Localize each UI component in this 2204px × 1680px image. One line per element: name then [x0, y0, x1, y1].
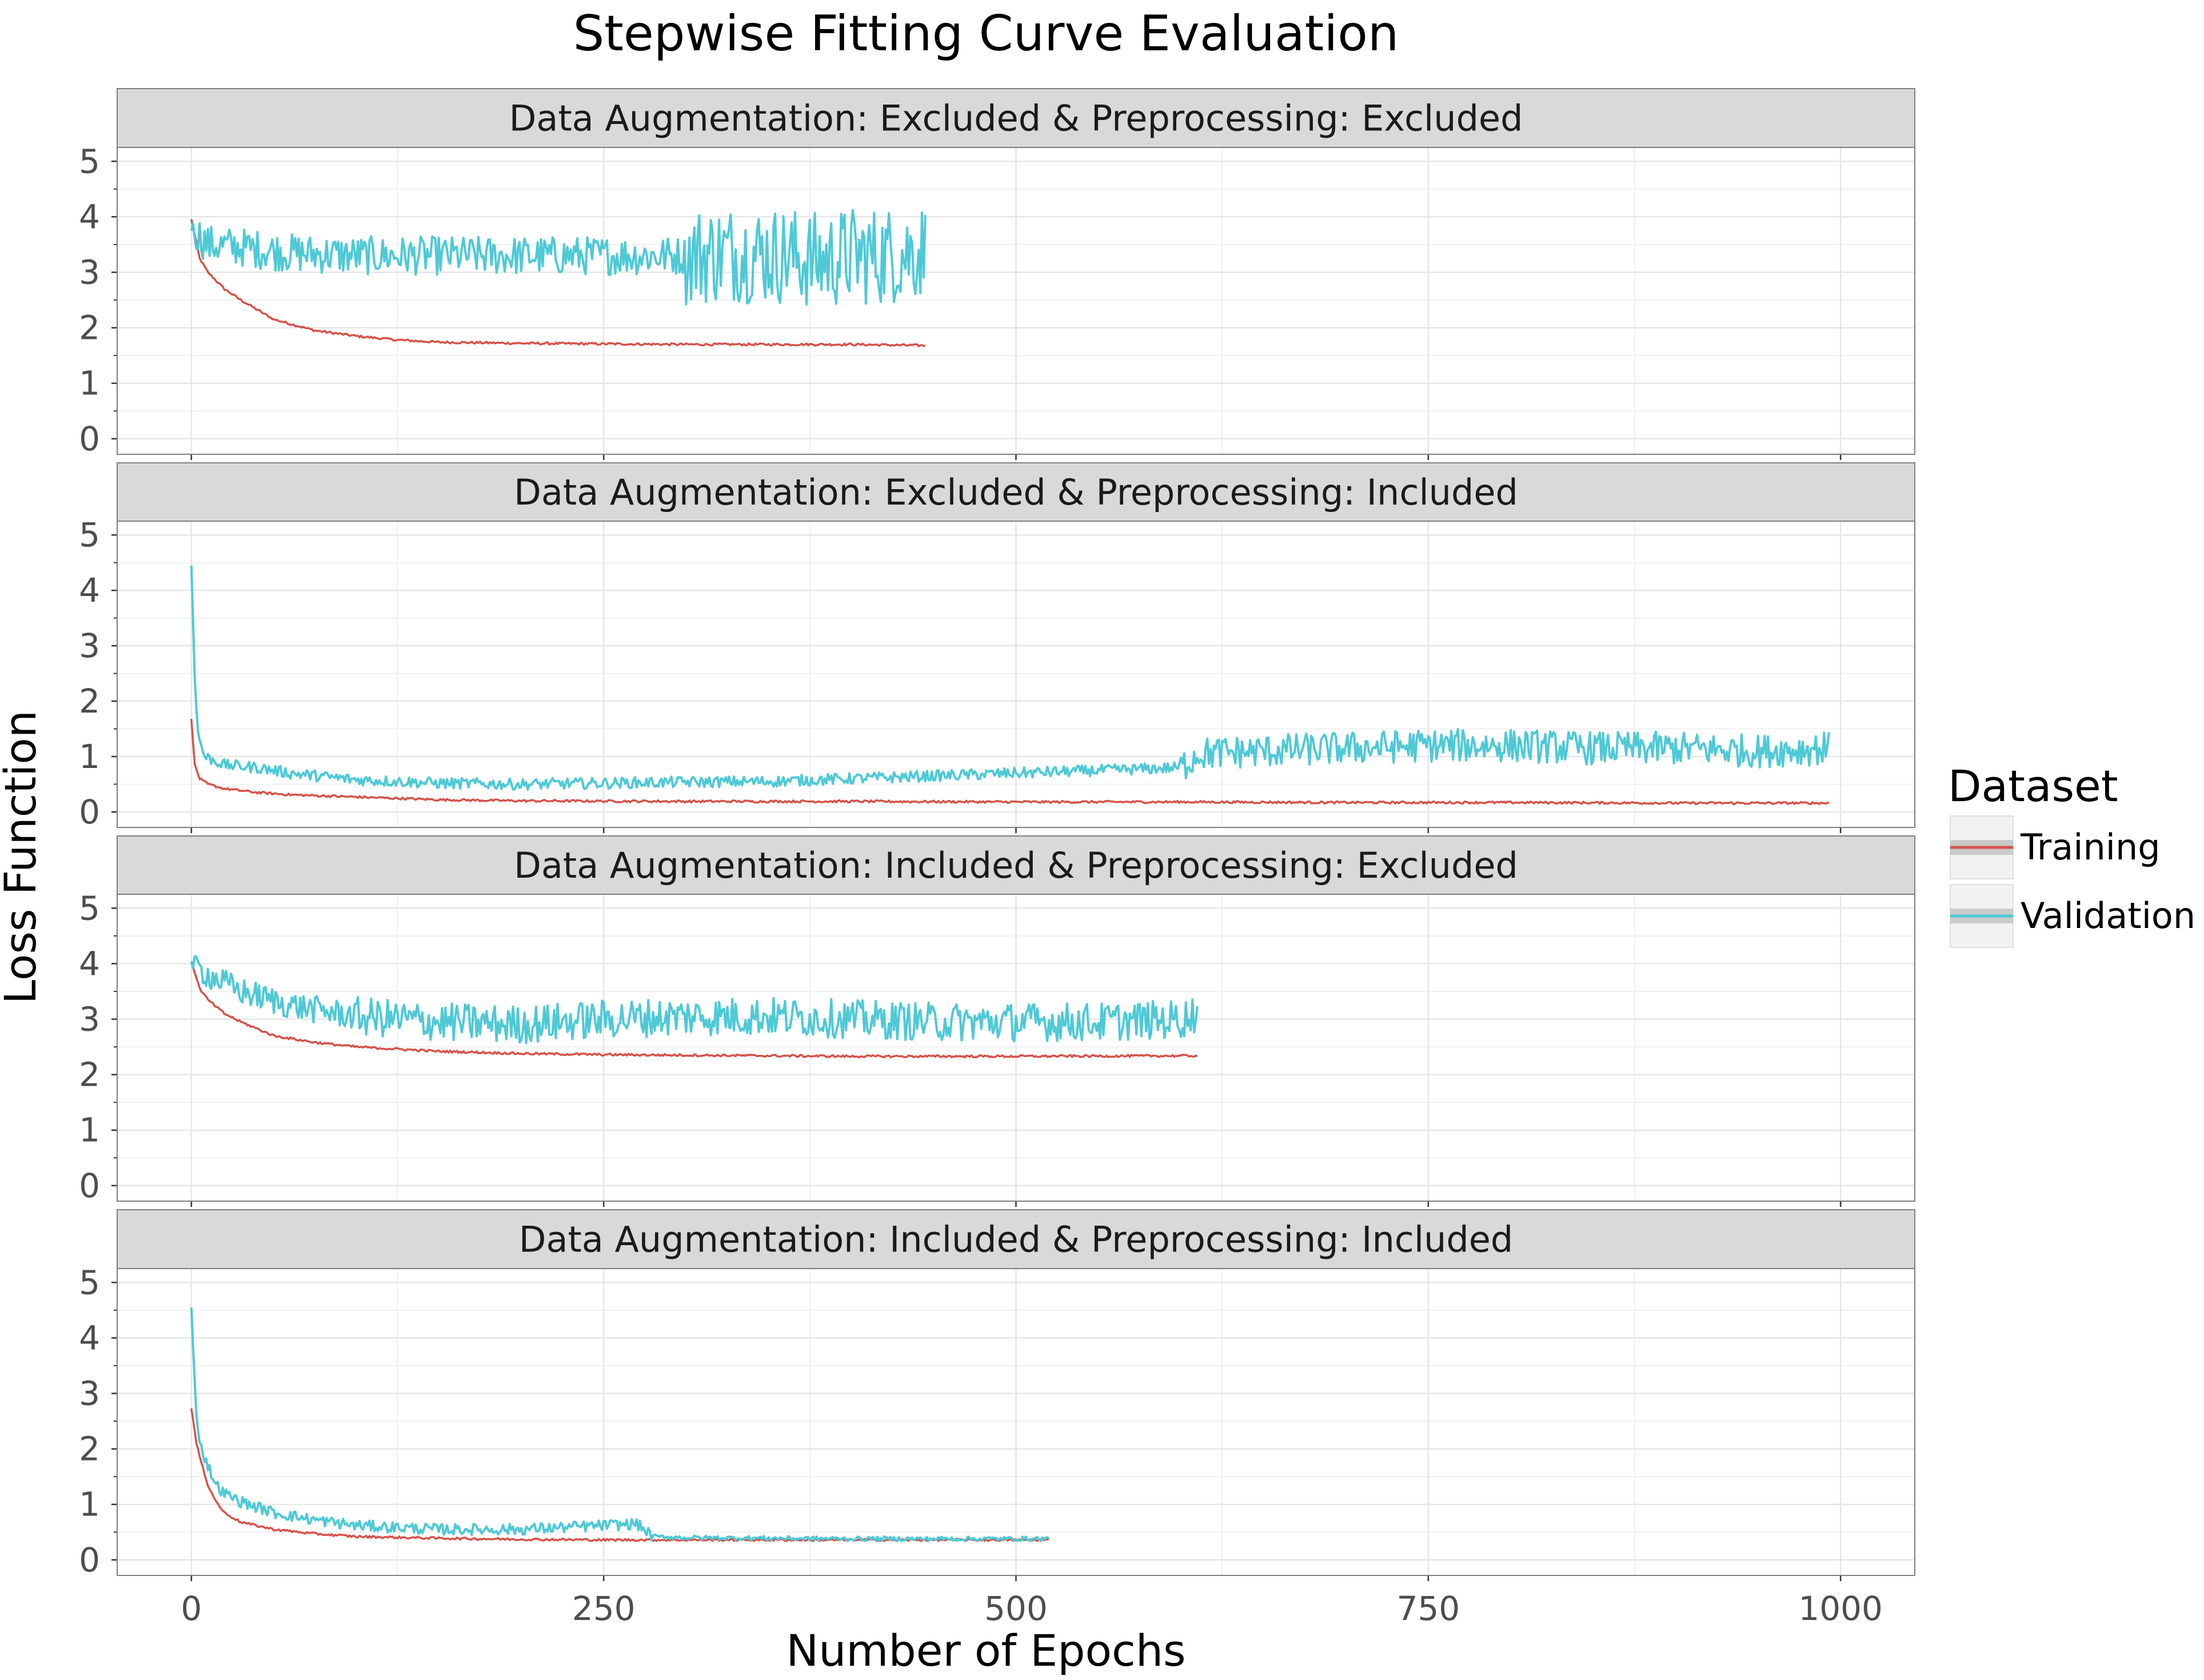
panel-border: [117, 521, 1915, 828]
panel-border: [117, 147, 1915, 455]
x-tick-label: 1000: [1798, 1589, 1883, 1628]
facet-panel: Data Augmentation: Excluded & Preprocess…: [79, 462, 1915, 833]
training-series-line: [190, 219, 926, 347]
y-tick-label: 3: [79, 253, 100, 291]
facet-strip-label: Data Augmentation: Excluded & Preprocess…: [509, 98, 1523, 139]
y-tick-label: 4: [79, 1318, 100, 1357]
validation-series-line: [190, 955, 1199, 1045]
y-tick-label: 3: [79, 626, 100, 665]
legend-label: Validation: [2021, 895, 2195, 937]
y-tick-label: 5: [79, 1263, 100, 1302]
y-tick-label: 2: [79, 682, 100, 721]
facet-panel: Data Augmentation: Included & Preprocess…: [79, 1209, 1915, 1581]
y-tick-label: 2: [79, 1430, 100, 1469]
y-tick-label: 3: [79, 999, 100, 1038]
x-tick-label: 750: [1396, 1589, 1460, 1628]
facet-strip-label: Data Augmentation: Included & Preprocess…: [519, 1219, 1513, 1261]
y-tick-label: 5: [79, 889, 100, 927]
facet-panels: Data Augmentation: Excluded & Preprocess…: [79, 88, 1915, 1581]
y-tick-label: 3: [79, 1374, 100, 1413]
chart-title: Stepwise Fitting Curve Evaluation: [573, 5, 1399, 62]
y-axis-title: Loss Function: [0, 710, 46, 1004]
validation-series-line: [190, 565, 1830, 791]
validation-series-line: [190, 1307, 1049, 1542]
legend-title: Dataset: [1948, 761, 2118, 811]
training-series-line: [190, 718, 1830, 805]
y-tick-label: 5: [79, 142, 100, 181]
legend-item-training: Training: [1950, 815, 2161, 879]
y-tick-label: 2: [79, 309, 100, 347]
validation-series-line: [190, 209, 927, 306]
legend-label: Training: [2020, 826, 2161, 868]
legend-item-validation: Validation: [1950, 884, 2195, 948]
training-series-line: [190, 961, 1198, 1059]
facet-strip-label: Data Augmentation: Excluded & Preprocess…: [514, 471, 1518, 513]
y-tick-label: 0: [79, 419, 100, 458]
y-tick-label: 4: [79, 571, 100, 610]
x-tick-label: 0: [181, 1589, 202, 1628]
panel-border: [117, 894, 1915, 1202]
y-tick-label: 5: [79, 515, 100, 554]
facet-strip: [117, 88, 1915, 148]
x-tick-label: 500: [984, 1589, 1048, 1628]
x-axis-title: Number of Epochs: [786, 1625, 1185, 1676]
y-tick-label: 4: [79, 944, 100, 983]
y-tick-label: 1: [79, 1111, 100, 1150]
x-axis: 0 250 500 750 1000: [181, 1589, 1883, 1628]
y-tick-label: 0: [79, 793, 100, 831]
facet-strip: [117, 1209, 1915, 1269]
y-tick-label: 1: [79, 364, 100, 403]
y-tick-label: 1: [79, 1485, 100, 1524]
facet-strip: [117, 462, 1915, 522]
facet-panel: Data Augmentation: Included & Preprocess…: [79, 835, 1915, 1207]
y-tick-label: 0: [79, 1541, 100, 1579]
y-tick-label: 2: [79, 1055, 100, 1094]
y-tick-label: 1: [79, 737, 100, 776]
x-tick-label: 250: [572, 1589, 636, 1628]
y-tick-label: 0: [79, 1166, 100, 1205]
y-tick-label: 4: [79, 197, 100, 236]
facet-strip-label: Data Augmentation: Included & Preprocess…: [514, 845, 1518, 886]
legend: Dataset Training Validation: [1948, 761, 2195, 948]
facet-panel: Data Augmentation: Excluded & Preprocess…: [79, 88, 1915, 460]
facet-strip: [117, 835, 1915, 895]
panel-border: [117, 1268, 1915, 1576]
